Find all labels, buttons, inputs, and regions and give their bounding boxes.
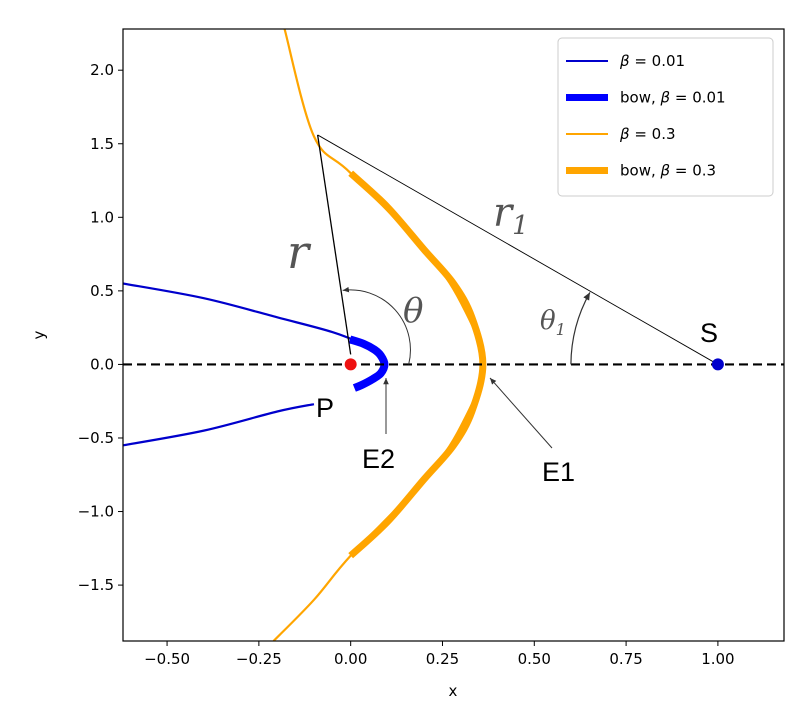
E1-label: E1 xyxy=(542,457,575,487)
series-curve-4 xyxy=(348,170,487,559)
legend-label: bow, β = 0.3 xyxy=(620,162,716,180)
r-line xyxy=(316,134,352,355)
y-axis-label: y xyxy=(30,330,48,339)
r1-subscript: 1 xyxy=(512,211,529,241)
x-tick-label: 0.75 xyxy=(609,650,642,668)
r1-label: r1 xyxy=(493,190,529,241)
legend-entries: β = 0.01 bow, β = 0.01 β = 0.3 bow, β = 0.3 xyxy=(566,52,726,180)
x-tick-label: −0.50 xyxy=(144,650,190,668)
legend-box xyxy=(557,37,774,197)
series-layer xyxy=(123,29,487,641)
theta-label: θ xyxy=(403,291,423,331)
legend-label: β = 0.01 xyxy=(619,52,685,70)
x-tick-label: 1.00 xyxy=(701,650,734,668)
theta1-label: θ1 xyxy=(540,306,566,339)
S-label: S xyxy=(700,318,718,348)
theta1-subscript: 1 xyxy=(556,320,566,339)
y-tick-label: −1.0 xyxy=(78,503,114,521)
geometry-layer xyxy=(123,134,784,366)
series-curve-3 xyxy=(272,29,484,641)
theta1-arc xyxy=(570,292,591,365)
series-curve-2 xyxy=(348,335,389,392)
y-tick-label: 1.0 xyxy=(90,208,114,226)
r1-line xyxy=(317,134,719,365)
y-tick-label: 1.5 xyxy=(90,135,114,153)
E1-arrow xyxy=(489,377,553,449)
E2-label: E2 xyxy=(362,444,395,474)
points-layer xyxy=(344,358,724,371)
legend: β = 0.01 bow, β = 0.01 β = 0.3 bow, β = 0.3 xyxy=(557,37,774,197)
y-tick-label: 0.5 xyxy=(90,282,114,300)
r-label: r xyxy=(287,225,312,279)
y-tick-label: −0.5 xyxy=(78,429,114,447)
x-ticks: −0.50 −0.25 0.00 0.25 0.50 0.75 1.00 xyxy=(144,641,735,668)
x-tick-label: −0.25 xyxy=(236,650,282,668)
legend-label: β = 0.3 xyxy=(619,125,676,143)
x-tick-label: 0.00 xyxy=(334,650,367,668)
legend-label: bow, β = 0.01 xyxy=(620,89,726,107)
y-ticks: −1.5 −1.0 −0.5 0.0 0.5 1.0 1.5 2.0 xyxy=(78,61,123,594)
x-axis-label: x xyxy=(449,682,458,700)
y-tick-label: −1.5 xyxy=(78,576,114,594)
y-tick-label: 2.0 xyxy=(90,61,114,79)
point-S xyxy=(711,358,724,371)
theta-arc xyxy=(342,286,411,365)
series-curve-1 xyxy=(123,403,315,447)
y-tick-label: 0.0 xyxy=(90,355,114,373)
series-curve-0 xyxy=(123,282,385,366)
plot-frame xyxy=(122,28,785,642)
P-label: P xyxy=(316,393,334,423)
point-P xyxy=(344,358,357,371)
x-tick-label: 0.25 xyxy=(426,650,459,668)
x-tick-label: 0.50 xyxy=(518,650,551,668)
